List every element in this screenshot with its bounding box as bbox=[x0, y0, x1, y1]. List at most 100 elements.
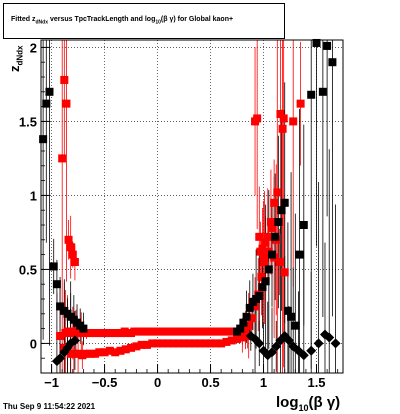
data-point-red bbox=[278, 124, 287, 133]
data-point-black bbox=[295, 250, 304, 259]
x-tick-label: 0.5 bbox=[202, 375, 220, 390]
axes-layer: −1 −0.5 0 0.5 1 1.5 0 0.5 1 1.5 2 bbox=[19, 39, 344, 390]
x-title-sub: 10 bbox=[298, 403, 309, 413]
data-point-red bbox=[68, 250, 77, 259]
data-point-red bbox=[190, 339, 199, 348]
data-point-black bbox=[52, 280, 61, 289]
data-point-red bbox=[257, 272, 266, 281]
x-tick-label: −1 bbox=[44, 375, 59, 390]
data-point-red bbox=[258, 244, 267, 253]
markers-layer bbox=[39, 38, 341, 367]
data-point-black bbox=[42, 99, 51, 108]
data-point-black bbox=[242, 312, 251, 321]
x-title-tail: (β γ) bbox=[308, 394, 341, 411]
y-title-main: z bbox=[7, 65, 22, 73]
data-point-red bbox=[253, 114, 262, 123]
data-point-red bbox=[91, 349, 100, 358]
data-point-red bbox=[137, 340, 146, 349]
data-point-red bbox=[233, 334, 242, 343]
data-point-red bbox=[217, 339, 226, 348]
data-point-diamond bbox=[267, 347, 278, 358]
data-point-red bbox=[211, 339, 220, 348]
data-point-red bbox=[58, 154, 67, 163]
data-point-red bbox=[82, 349, 91, 358]
data-point-red bbox=[238, 333, 247, 342]
data-point-black bbox=[236, 324, 245, 333]
data-point-red bbox=[169, 339, 178, 348]
data-point-diamond bbox=[55, 353, 66, 364]
data-point-black bbox=[245, 303, 254, 312]
data-point-black bbox=[268, 250, 277, 259]
data-point-red bbox=[227, 336, 236, 345]
data-point-red bbox=[266, 218, 275, 227]
y-tick-label: 1 bbox=[30, 188, 37, 203]
data-point-black bbox=[258, 283, 267, 292]
data-point-red bbox=[121, 345, 130, 354]
data-point-red bbox=[260, 253, 269, 262]
data-point-black bbox=[39, 135, 48, 144]
data-point-red bbox=[164, 339, 173, 348]
data-point-black bbox=[318, 87, 327, 96]
data-point-diamond bbox=[254, 338, 265, 349]
x-tick-label: 1.5 bbox=[307, 375, 325, 390]
data-point-black bbox=[287, 312, 296, 321]
data-point-red bbox=[195, 339, 204, 348]
data-point-diamond bbox=[69, 335, 80, 346]
data-point-red bbox=[279, 114, 288, 123]
plot-frame bbox=[40, 39, 344, 374]
data-point-black bbox=[271, 232, 280, 241]
y-tick-label: 0 bbox=[30, 336, 37, 351]
data-point-black bbox=[45, 87, 54, 96]
data-point-black bbox=[283, 306, 292, 315]
data-point-black bbox=[79, 324, 88, 333]
date-stamp: Thu Sep 9 11:54:22 2021 bbox=[3, 402, 96, 411]
data-point-diamond bbox=[271, 341, 282, 352]
data-point-black bbox=[261, 277, 270, 286]
data-point-black bbox=[274, 218, 283, 227]
data-point-black bbox=[56, 302, 65, 311]
data-point-black bbox=[277, 206, 286, 215]
data-point-red bbox=[127, 343, 136, 352]
data-point-red bbox=[270, 198, 279, 207]
data-point-red bbox=[259, 258, 268, 266]
data-point-diamond bbox=[313, 338, 324, 349]
data-point-red bbox=[247, 314, 256, 323]
data-point-red bbox=[251, 302, 260, 311]
data-point-black bbox=[323, 41, 332, 50]
title-suffix: (β γ) for Global kaon+ bbox=[160, 16, 234, 24]
x-tick-label: −0.5 bbox=[92, 375, 118, 390]
data-point-red bbox=[255, 232, 264, 241]
data-point-red bbox=[222, 337, 231, 346]
data-point-red bbox=[273, 188, 282, 197]
data-point-red bbox=[201, 339, 210, 348]
y-tick-label: 2 bbox=[30, 40, 37, 55]
title-prefix: Fitted z bbox=[11, 16, 36, 24]
chart-title: Fitted zdNdx versus TpcTrackLength and l… bbox=[11, 16, 233, 25]
data-point-red bbox=[132, 342, 141, 351]
data-point-red bbox=[180, 339, 189, 348]
y-tick-label: 0.5 bbox=[19, 262, 37, 277]
data-point-black bbox=[239, 318, 248, 327]
title-subscript-2: 10 bbox=[155, 19, 161, 26]
data-point-red bbox=[95, 348, 104, 357]
data-point-red bbox=[56, 332, 65, 340]
data-point-black bbox=[291, 321, 300, 330]
data-point-red bbox=[64, 235, 73, 244]
data-point-black bbox=[255, 292, 264, 301]
data-point-black bbox=[264, 265, 273, 274]
y-tick-label: 1.5 bbox=[19, 114, 37, 129]
data-point-red bbox=[111, 348, 120, 357]
data-point-red bbox=[62, 99, 71, 108]
data-point-red bbox=[289, 117, 298, 126]
data-point-red bbox=[268, 223, 277, 232]
data-point-red bbox=[280, 268, 289, 277]
x-title-main: log bbox=[276, 394, 299, 411]
data-point-red bbox=[261, 238, 270, 247]
data-point-red bbox=[78, 351, 87, 360]
title-subscript: dNdx bbox=[35, 19, 49, 26]
data-point-red bbox=[275, 258, 284, 266]
data-point-black bbox=[49, 262, 58, 271]
data-point-black bbox=[307, 90, 316, 99]
data-point-diamond bbox=[283, 335, 294, 346]
